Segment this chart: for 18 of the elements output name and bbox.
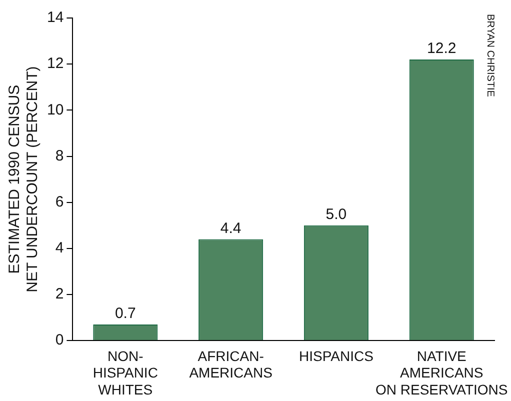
x-tick-label: NON- HISPANIC WHITES <box>92 348 158 398</box>
y-tick-label: 4 <box>55 240 64 257</box>
y-tick-label: 2 <box>55 286 64 303</box>
data-label: 12.2 <box>427 40 456 58</box>
y-tick-label: 10 <box>46 101 64 118</box>
y-tick-label: 6 <box>55 193 64 210</box>
data-label: 5.0 <box>326 206 347 224</box>
y-tick-label: 14 <box>46 9 64 26</box>
data-label: 0.7 <box>114 305 136 322</box>
x-tick-label: HISPANICS <box>298 348 374 364</box>
x-tick-label: NATIVE AMERICANS ON RESERVATIONS <box>376 348 508 398</box>
y-axis-title: ESTIMATED 1990 CENSUS NET UNDERCOUNT (PERCENT) <box>6 66 42 292</box>
y-tick-label: 0 <box>55 332 64 349</box>
y-tick-label: 12 <box>46 55 64 72</box>
data-label: 4.4 <box>220 220 242 237</box>
y-tick-label: 8 <box>55 147 64 164</box>
annotation: BRYAN CHRISTIE <box>484 14 496 98</box>
x-tick-label: AFRICAN- AMERICANS <box>189 348 272 381</box>
